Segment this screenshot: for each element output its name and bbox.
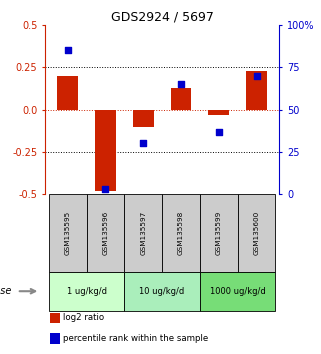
Bar [133,109,154,126]
Bar [50,333,60,344]
Text: GSM135595: GSM135595 [65,211,71,255]
FancyBboxPatch shape [200,272,275,310]
Point [65,47,70,53]
Text: GSM135597: GSM135597 [140,211,146,255]
Bar [95,109,116,191]
Point [103,187,108,192]
FancyBboxPatch shape [49,272,124,310]
Point [178,81,184,87]
Text: GSM135599: GSM135599 [216,211,222,255]
Text: GSM135596: GSM135596 [102,211,108,255]
FancyBboxPatch shape [162,194,200,272]
Bar [246,70,267,109]
Bar [170,87,191,109]
Bar [57,76,78,109]
FancyBboxPatch shape [124,272,200,310]
FancyBboxPatch shape [124,194,162,272]
FancyBboxPatch shape [87,194,124,272]
Title: GDS2924 / 5697: GDS2924 / 5697 [111,11,213,24]
Bar [50,313,60,323]
Text: GSM135600: GSM135600 [254,211,260,255]
FancyBboxPatch shape [200,194,238,272]
Text: dose: dose [0,286,12,296]
Text: 1000 ug/kg/d: 1000 ug/kg/d [210,287,265,296]
Point [216,129,221,135]
Point [141,141,146,146]
Bar [208,109,229,115]
Text: 10 ug/kg/d: 10 ug/kg/d [140,287,185,296]
Text: 1 ug/kg/d: 1 ug/kg/d [66,287,107,296]
Text: percentile rank within the sample: percentile rank within the sample [63,334,208,343]
Point [254,73,259,79]
FancyBboxPatch shape [238,194,275,272]
Text: log2 ratio: log2 ratio [63,313,104,322]
FancyBboxPatch shape [49,194,87,272]
Text: GSM135598: GSM135598 [178,211,184,255]
